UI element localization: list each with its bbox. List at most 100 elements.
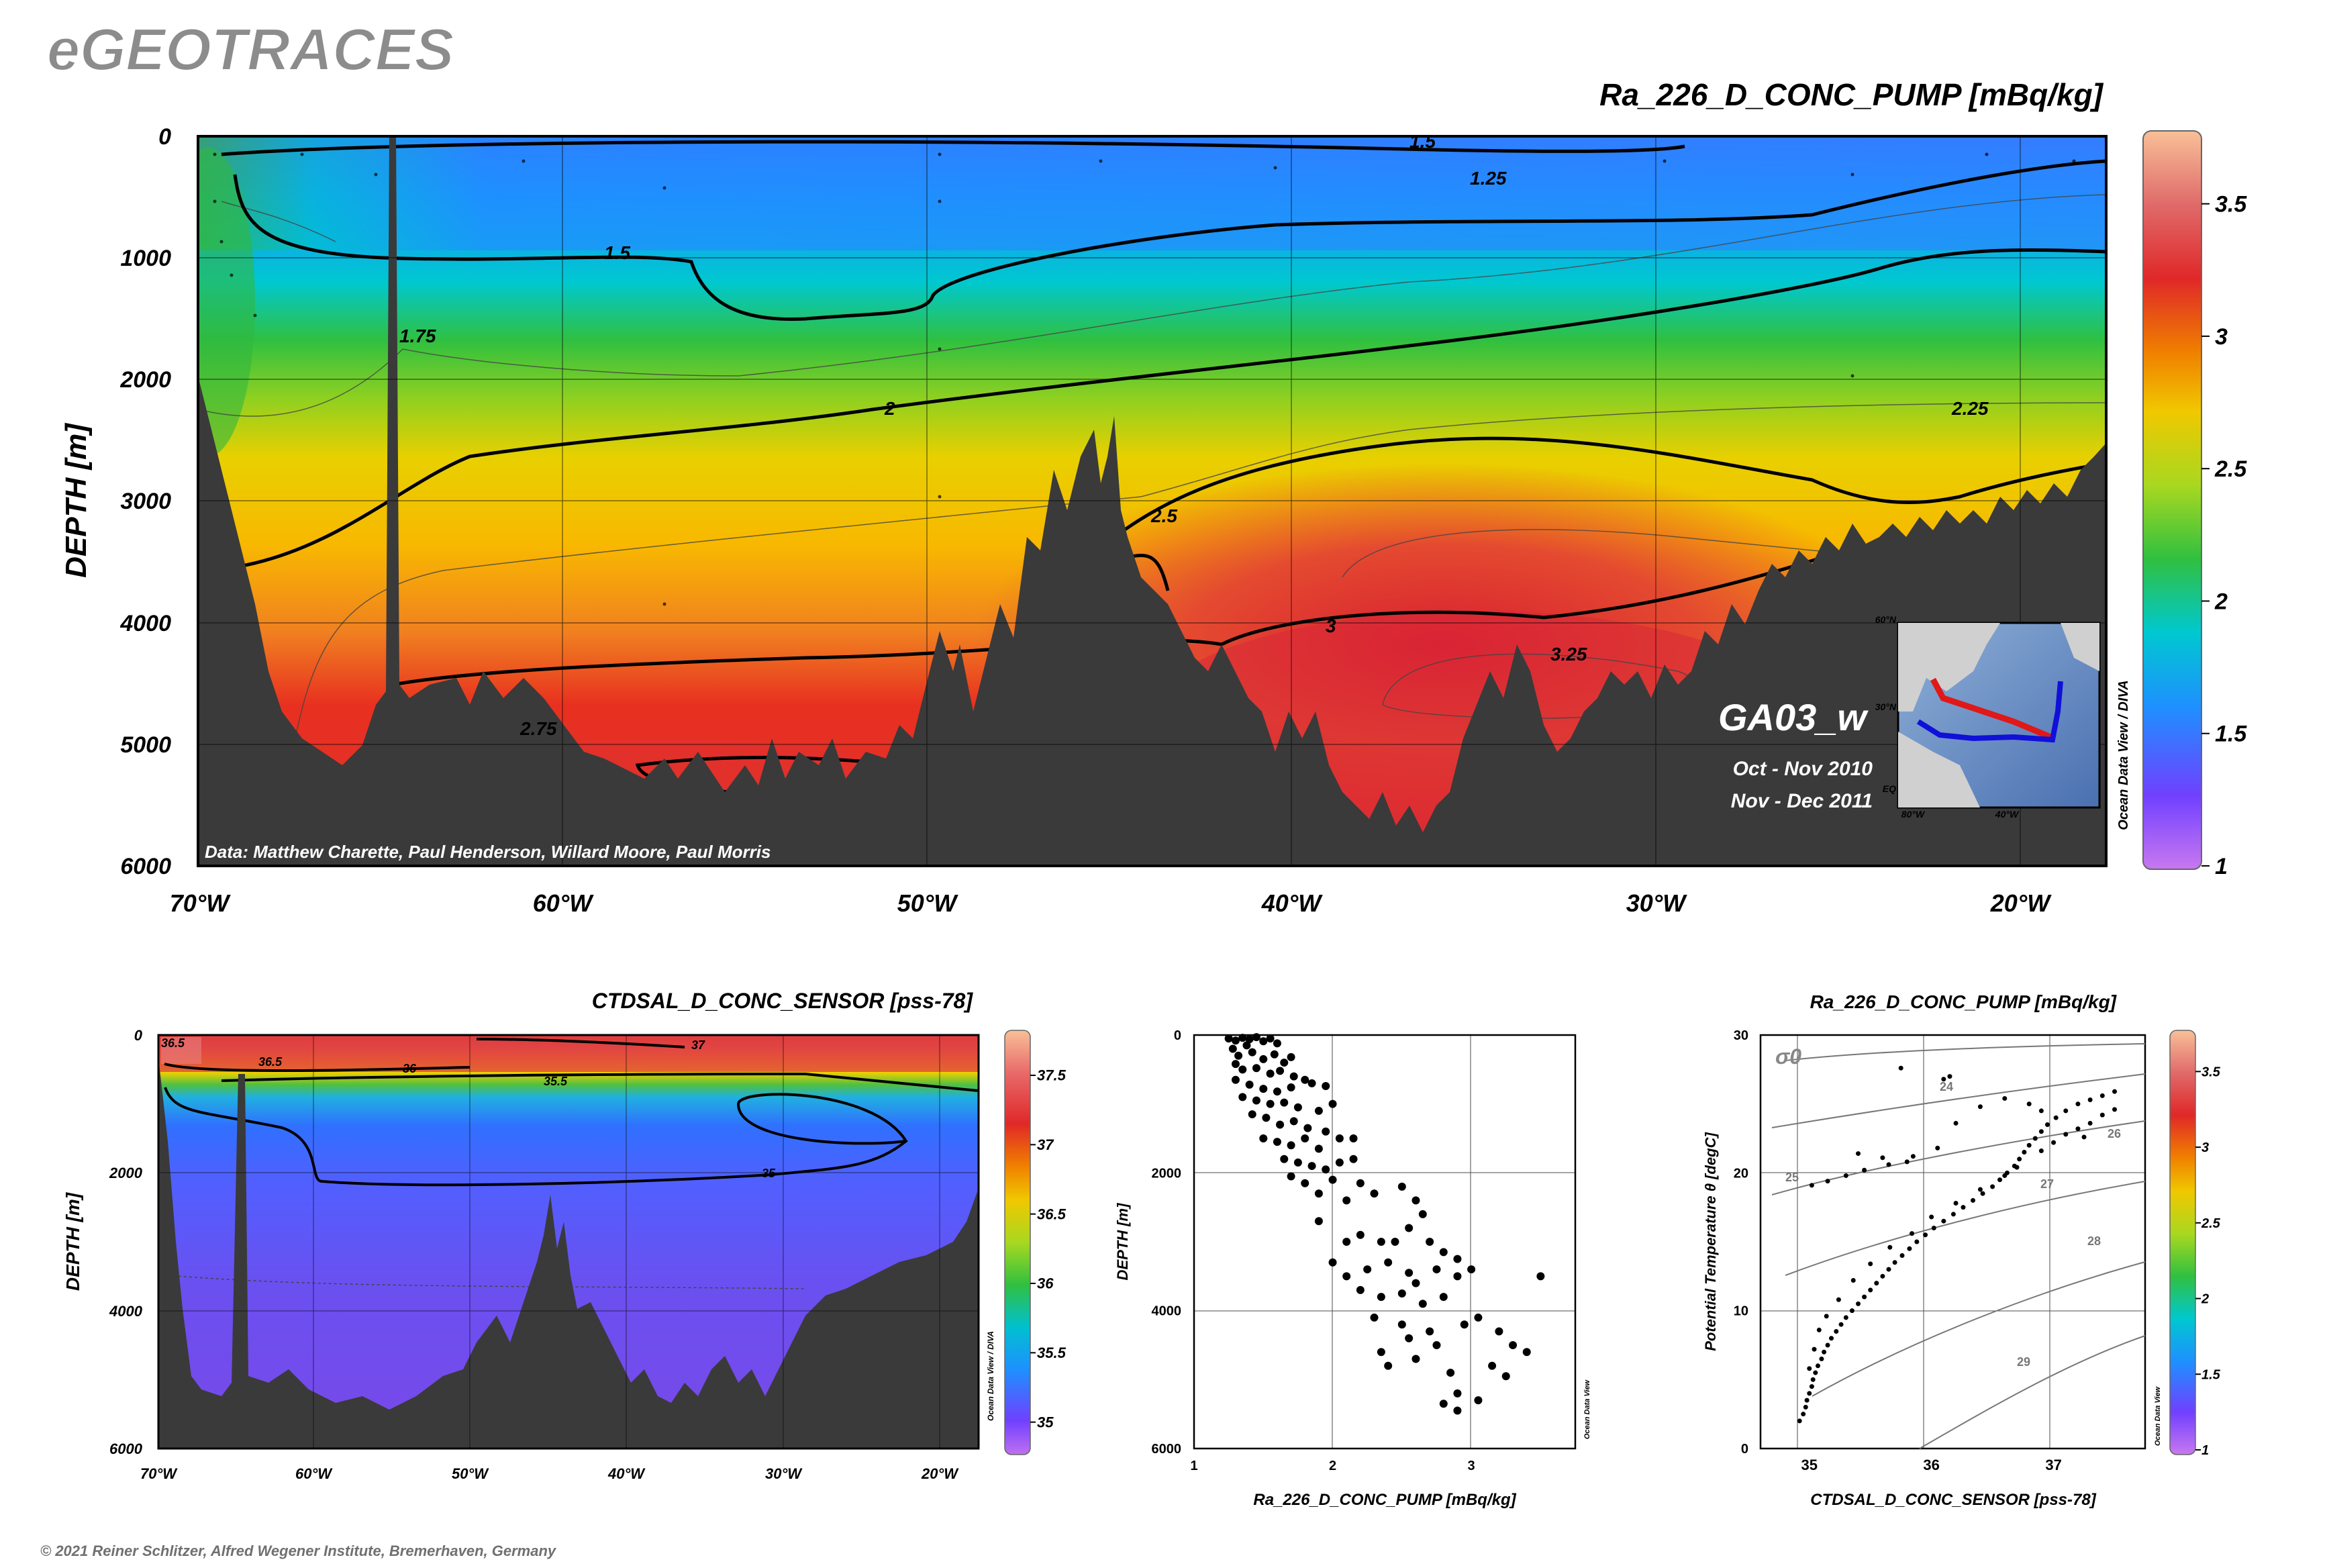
- data-point: [1377, 1348, 1385, 1357]
- data-point: [1887, 1244, 1893, 1250]
- data-point: [1363, 1265, 1372, 1274]
- data-point: [1522, 1348, 1531, 1357]
- scatter2-ylabel: Potential Temperature θ [degC]: [1702, 1132, 1719, 1351]
- colorbar-tick-label: 1.5: [2201, 1367, 2221, 1382]
- data-point: [1829, 1336, 1834, 1341]
- data-point: [2112, 1107, 2118, 1112]
- data-point: [1377, 1238, 1385, 1246]
- data-point: [1293, 1158, 1302, 1167]
- contour-label: 1.25: [1470, 168, 1507, 189]
- data-point: [1314, 1106, 1323, 1115]
- data-point: [1418, 1210, 1427, 1218]
- sal-colorbar: 37.5 37 36.5 36 35.5 35: [1004, 1030, 1067, 1455]
- data-point: [2038, 1129, 2044, 1134]
- colorbar-tick-label: 36: [1037, 1275, 1054, 1292]
- data-point: [2099, 1093, 2105, 1098]
- contour-label: 36.5: [161, 1036, 185, 1050]
- sigma-label: σ0: [1775, 1044, 1801, 1069]
- data-point: [1287, 1083, 1295, 1092]
- y-tick-label: 0: [1741, 1442, 1748, 1457]
- sal-section-frame: [157, 1034, 980, 1450]
- data-point: [1439, 1248, 1448, 1257]
- scatter1-ylabel: DEPTH [m]: [1114, 1203, 1131, 1281]
- data-point: [1322, 1081, 1330, 1090]
- data-point: [1850, 1277, 1856, 1283]
- data-point: [1843, 1173, 1848, 1178]
- data-point: [1280, 1098, 1289, 1107]
- y-tick-label: 2000: [119, 367, 171, 393]
- y-tick-label: 0: [1174, 1028, 1181, 1043]
- data-point: [1259, 1085, 1268, 1093]
- data-point: [1314, 1144, 1323, 1153]
- data-point: [1941, 1077, 1946, 1082]
- data-point: [1259, 1055, 1268, 1063]
- data-point: [1801, 1412, 1806, 1417]
- data-point: [1834, 1328, 1839, 1334]
- isopycnal-label: 27: [2040, 1177, 2054, 1191]
- x-tick-label: 70°W: [170, 889, 231, 917]
- data-point: [1426, 1327, 1434, 1336]
- x-tick-label: 37: [2045, 1457, 2061, 1473]
- data-point: [1501, 1372, 1510, 1381]
- x-tick-label: 20°W: [921, 1465, 959, 1482]
- data-point: [1809, 1183, 1814, 1188]
- data-point: [2038, 1108, 2044, 1114]
- data-point: [1289, 1072, 1298, 1081]
- colorbar-tick-label: 3.5: [2215, 192, 2247, 217]
- data-point: [1488, 1361, 1497, 1370]
- odv-credit: Ocean Data View / DIVA: [2116, 680, 2131, 830]
- data-point: [1977, 1104, 1983, 1110]
- main-xticks: 70°W 60°W 50°W 40°W 30°W 20°W: [170, 889, 2052, 917]
- data-point: [2087, 1097, 2093, 1103]
- data-point: [1816, 1327, 1822, 1332]
- data-point: [1824, 1314, 1829, 1319]
- data-point: [2081, 1134, 2087, 1140]
- data-point: [1822, 1349, 1827, 1355]
- data-point: [1825, 1179, 1830, 1184]
- data-point: [1238, 1093, 1247, 1101]
- data-point: [1935, 1145, 1940, 1150]
- data-point: [2026, 1142, 2032, 1148]
- data-point: [1259, 1134, 1268, 1142]
- salinity-section-plot: CTDSAL_D_CONC_SENSOR [pss-78]: [62, 989, 1067, 1482]
- contour-label: 2.75: [519, 718, 557, 739]
- data-point: [1276, 1120, 1285, 1129]
- data-point: [1467, 1265, 1476, 1274]
- data-point: [1931, 1225, 1936, 1230]
- y-tick-label: 2000: [1152, 1166, 1182, 1181]
- data-point: [1280, 1059, 1289, 1067]
- data-point: [1342, 1238, 1351, 1246]
- contour-label: 3: [1326, 616, 1336, 636]
- isopycnal-label: 26: [2108, 1127, 2121, 1140]
- data-point: [1231, 1075, 1240, 1084]
- x-tick-label: 40°W: [607, 1465, 646, 1482]
- contour-label: 36: [403, 1062, 417, 1075]
- data-point: [1856, 1151, 1861, 1157]
- colorbar-tick-label: 37: [1037, 1136, 1054, 1153]
- colorbar-tick-label: 2.5: [2214, 456, 2247, 482]
- isopycnal-label: 25: [1785, 1171, 1799, 1184]
- data-point: [2063, 1108, 2069, 1114]
- x-tick-label: 60°W: [533, 889, 594, 917]
- x-tick-label: 30°W: [1626, 889, 1687, 917]
- data-point: [1273, 1138, 1281, 1146]
- y-tick-label: 6000: [109, 1440, 143, 1457]
- data-point: [1287, 1052, 1295, 1061]
- y-tick-label: 4000: [119, 611, 171, 636]
- data-point: [1412, 1196, 1420, 1205]
- data-point: [1273, 1039, 1281, 1048]
- data-point: [1384, 1361, 1393, 1370]
- data-point: [1947, 1074, 1952, 1079]
- x-tick-label: 70°W: [140, 1465, 178, 1482]
- data-point: [1810, 1377, 1816, 1382]
- sal-seafloor: [158, 1057, 979, 1449]
- data-point: [1270, 1050, 1279, 1059]
- data-point: [1474, 1396, 1483, 1405]
- data-point: [1904, 1159, 1910, 1165]
- data-point: [1899, 1253, 1905, 1259]
- sal-ylabel: DEPTH [m]: [62, 1191, 83, 1291]
- x-tick-label: 30°W: [765, 1465, 803, 1482]
- y-tick-label: 4000: [1152, 1304, 1182, 1319]
- data-point: [1301, 1134, 1309, 1142]
